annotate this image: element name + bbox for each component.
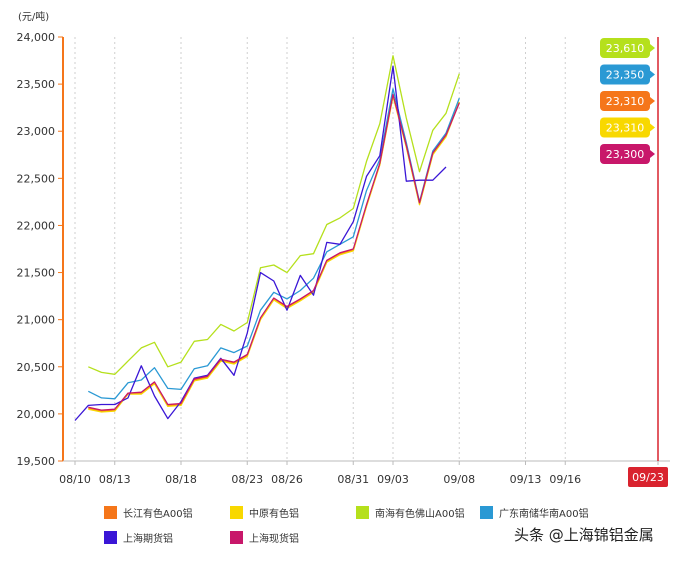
x-tick-label: 08/23 <box>231 473 263 486</box>
x-tick-label: 09/08 <box>443 473 475 486</box>
legend-item[interactable]: 中原有色铝 <box>230 505 299 520</box>
end-value-pill <box>600 117 650 138</box>
y-tick-label: 21,500 <box>17 267 56 280</box>
legend-item[interactable]: 长江有色A00铝 <box>104 505 193 520</box>
x-tick-label: 09/13 <box>510 473 542 486</box>
legend-label: 南海有色佛山A00铝 <box>375 509 465 520</box>
legend-label: 上海期货铝 <box>123 534 173 545</box>
y-tick-label: 19,500 <box>17 455 56 468</box>
legend-item[interactable]: 广东南储华南A00铝 <box>480 505 589 520</box>
watermark: 头条 @上海锦铝金属 <box>514 526 654 544</box>
end-value-label: 23,610 <box>606 42 645 55</box>
legend-swatch <box>356 506 369 519</box>
x-tick-label: 08/26 <box>271 473 303 486</box>
end-value-pill-arrow <box>650 150 655 158</box>
end-value-label: 23,310 <box>606 122 645 135</box>
y-tick-label: 21,000 <box>17 314 56 327</box>
line-chart[interactable]: 19,500 20,000 20,500 21,000 21,500 22,000 22,5… <box>0 0 692 500</box>
legend-item[interactable]: 南海有色佛山A00铝 <box>356 505 465 520</box>
legend-swatch <box>104 531 117 544</box>
legend-item[interactable]: 上海现货铝 <box>230 530 299 545</box>
x-tick-label: 08/18 <box>165 473 197 486</box>
y-tick-label: 20,000 <box>17 408 56 421</box>
end-value-label: 23,310 <box>606 95 645 108</box>
end-value-pill <box>600 64 650 85</box>
y-tick-label: 22,000 <box>17 219 56 232</box>
end-value-pill <box>600 38 650 58</box>
y-tick-label: 22,500 <box>17 172 56 185</box>
legend-label: 上海现货铝 <box>249 534 299 545</box>
series-line <box>74 65 447 421</box>
highlight-date-badge <box>628 467 668 487</box>
y-axis-unit: (元/吨) <box>18 12 50 23</box>
legend-swatch <box>230 531 243 544</box>
end-value-label: 23,300 <box>606 148 645 161</box>
end-value-pill-arrow <box>650 70 655 79</box>
x-tick-label: 09/16 <box>549 473 581 486</box>
legend-swatch <box>230 506 243 519</box>
end-value-pill-arrow <box>650 44 655 52</box>
legend-swatch <box>104 506 117 519</box>
legend: 长江有色A00铝 中原有色铝 南海有色佛山A00铝 广东南储华南A00铝上海期货铝 上海… <box>104 505 604 549</box>
y-tick-label: 23,000 <box>17 125 56 138</box>
legend-label: 中原有色铝 <box>249 509 299 520</box>
series-line <box>88 94 460 412</box>
legend-item[interactable]: 上海期货铝 <box>104 530 173 545</box>
x-tick-label: 08/31 <box>337 473 369 486</box>
y-tick-label: 24,000 <box>17 31 56 44</box>
end-value-pill <box>600 144 650 164</box>
highlight-date-label: 09/23 <box>632 471 664 484</box>
end-value-pill-arrow <box>650 97 655 105</box>
legend-label: 长江有色A00铝 <box>123 509 193 520</box>
series-line <box>88 93 460 411</box>
series-line <box>88 55 460 375</box>
series-line <box>88 95 460 413</box>
end-value-pill-arrow <box>650 123 655 132</box>
x-tick-label: 09/03 <box>377 473 409 486</box>
legend-swatch <box>480 506 493 519</box>
end-value-label: 23,350 <box>606 69 645 82</box>
x-tick-label: 08/10 <box>59 473 91 486</box>
y-tick-label: 20,500 <box>17 361 56 374</box>
y-tick-label: 23,500 <box>17 78 56 91</box>
x-tick-label: 08/13 <box>99 473 131 486</box>
legend-label: 广东南储华南A00铝 <box>499 509 589 520</box>
end-value-pill <box>600 91 650 111</box>
